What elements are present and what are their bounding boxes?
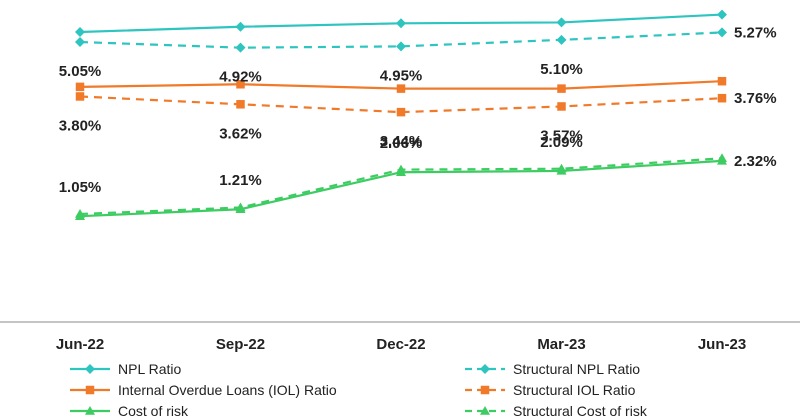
legend-swatch-marker (85, 406, 95, 415)
point-npl-ratio-mar-23 (556, 17, 567, 28)
data-label-layer: 5.05% 4.92% 4.95% 5.10% 5.27% 3.80% 3.62% 3.44%… (59, 24, 777, 196)
point-structural-npl-ratio-mar-23 (556, 34, 567, 45)
legend-label: NPL Ratio (118, 361, 182, 377)
point-internal-overdue-loans-iol-ratio-dec-22 (396, 84, 406, 93)
point-structural-cost-of-risk-dec-22 (396, 164, 406, 174)
data-label-cost-of-risk-sep-22: 1.21% (219, 172, 262, 189)
data-label-structural-npl-ratio-sep-22: 4.92% (219, 69, 262, 86)
legend-swatch-marker (85, 364, 95, 374)
point-npl-ratio-dec-22 (396, 18, 406, 29)
point-npl-ratio-jun-22 (75, 27, 85, 37)
x-tick-label: Jun-22 (56, 336, 104, 353)
series-structural-cost-of-risk (75, 153, 727, 218)
series-line-structural-iol-ratio (79, 95, 723, 114)
point-structural-cost-of-risk-mar-23 (556, 163, 567, 173)
legend-item-internal-overdue-loans-iol-ratio: Internal Overdue Loans (IOL) Ratio (70, 382, 337, 398)
x-tick-label: Jun-23 (698, 336, 746, 353)
series-internal-overdue-loans-iol-ratio (75, 76, 727, 93)
series-npl-ratio (75, 9, 727, 37)
legend-label: Structural Cost of risk (513, 403, 648, 417)
legend-label: Internal Overdue Loans (IOL) Ratio (118, 382, 337, 398)
point-structural-cost-of-risk-sep-22 (235, 202, 246, 212)
point-structural-iol-ratio-mar-23 (557, 102, 566, 111)
x-tick-label: Dec-22 (376, 336, 425, 353)
data-label-structural-iol-ratio-jun-22: 3.80% (59, 117, 102, 134)
point-structural-npl-ratio-dec-22 (396, 41, 406, 52)
series-layer (75, 9, 727, 220)
point-internal-overdue-loans-iol-ratio-mar-23 (557, 84, 566, 93)
legend-swatch-marker (85, 385, 95, 395)
point-structural-npl-ratio-jun-23 (717, 27, 727, 38)
legend-label: Structural NPL Ratio (513, 361, 640, 377)
legend-swatch-marker (480, 364, 490, 374)
point-structural-npl-ratio-sep-22 (235, 42, 246, 53)
point-structural-iol-ratio-dec-22 (396, 107, 406, 117)
series-structural-npl-ratio (75, 27, 727, 53)
point-structural-npl-ratio-jun-22 (75, 37, 85, 48)
legend-item-structural-iol-ratio: Structural IOL Ratio (465, 382, 636, 398)
data-label-structural-npl-ratio-dec-22: 4.95% (380, 67, 423, 84)
point-structural-cost-of-risk-jun-23 (717, 153, 727, 163)
legend: NPL Ratio Structural NPL Ratio Internal Ov… (70, 361, 648, 417)
data-label-structural-npl-ratio-jun-22: 5.05% (59, 63, 102, 80)
x-tick-layer: Jun-22 Sep-22 Dec-22 Mar-23 Jun-23 (56, 336, 746, 353)
x-tick-label: Mar-23 (537, 336, 585, 353)
point-internal-overdue-loans-iol-ratio-jun-22 (75, 82, 85, 92)
legend-item-cost-of-risk: Cost of risk (70, 403, 189, 417)
point-internal-overdue-loans-iol-ratio-jun-23 (717, 76, 727, 86)
point-internal-overdue-loans-iol-ratio-sep-22 (236, 80, 245, 89)
x-tick-label: Sep-22 (216, 336, 265, 353)
data-label-structural-iol-ratio-sep-22: 3.62% (219, 125, 262, 142)
data-label-structural-iol-ratio-dec-22: 3.44% (380, 133, 423, 150)
point-npl-ratio-sep-22 (235, 21, 246, 32)
data-label-cost-of-risk-jun-22: 1.05% (59, 179, 102, 196)
data-label-cost-of-risk-jun-23: 2.32% (734, 153, 777, 170)
point-structural-iol-ratio-sep-22 (236, 100, 245, 109)
data-label-cost-of-risk-dec-22: 2.06% (380, 135, 423, 152)
data-label-structural-iol-ratio-mar-23: 3.57% (540, 127, 583, 144)
legend-label: Cost of risk (118, 403, 189, 417)
data-label-structural-npl-ratio-jun-23: 5.27% (734, 24, 777, 41)
data-label-cost-of-risk-mar-23: 2.09% (540, 134, 583, 151)
legend-item-npl-ratio: NPL Ratio (70, 361, 182, 377)
data-label-structural-npl-ratio-mar-23: 5.10% (540, 61, 583, 78)
legend-item-structural-npl-ratio: Structural NPL Ratio (465, 361, 640, 377)
legend-swatch-marker (480, 406, 490, 415)
legend-label: Structural IOL Ratio (513, 382, 636, 398)
data-label-structural-iol-ratio-jun-23: 3.76% (734, 90, 777, 107)
point-structural-cost-of-risk-jun-22 (75, 209, 85, 218)
legend-item-structural-cost-of-risk: Structural Cost of risk (465, 403, 648, 417)
point-structural-iol-ratio-jun-23 (717, 93, 727, 103)
point-npl-ratio-jun-23 (717, 9, 727, 20)
legend-swatch-marker (480, 385, 490, 395)
series-structural-iol-ratio (75, 92, 727, 117)
point-structural-iol-ratio-jun-22 (75, 92, 85, 101)
series-line-structural-npl-ratio (79, 31, 723, 49)
